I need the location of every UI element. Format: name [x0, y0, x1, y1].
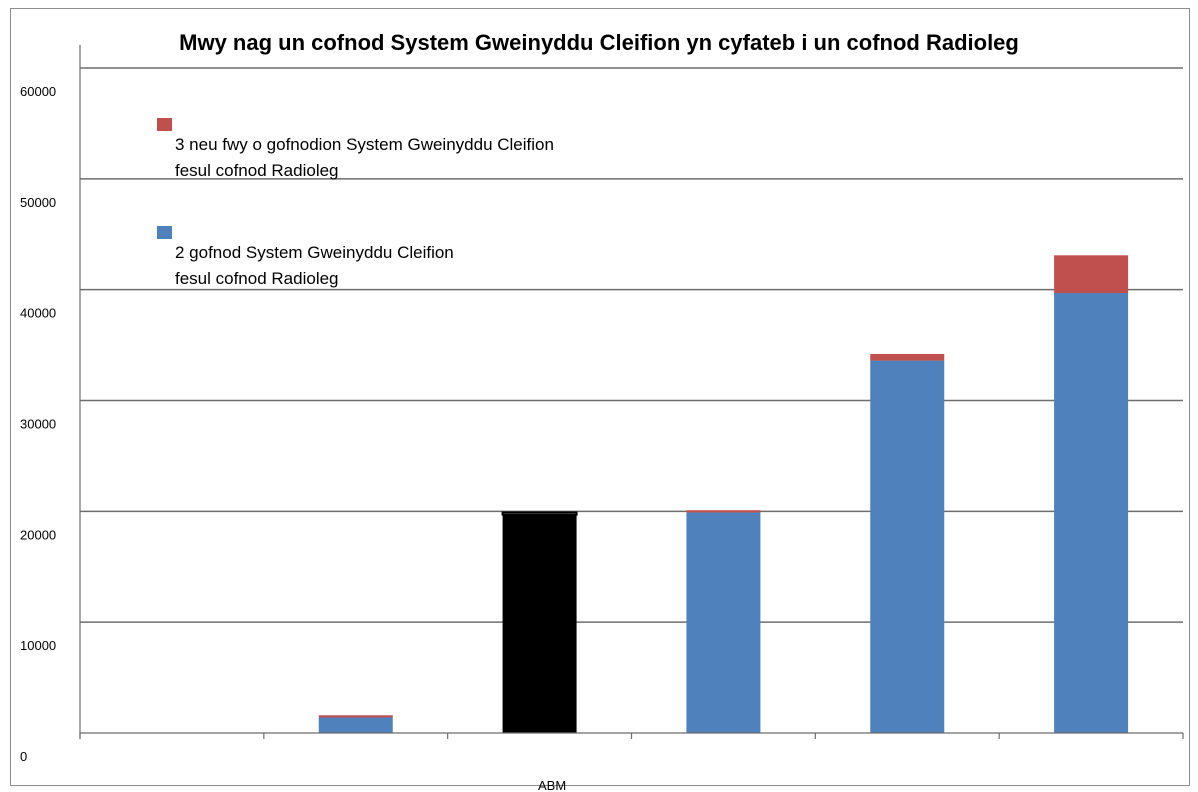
legend-label-2-line2: fesul cofnod Radioleg: [175, 161, 339, 180]
legend-label-1-line2: fesul cofnod Radioleg: [175, 269, 339, 288]
y-tick-label-50000: 50000: [20, 195, 56, 210]
bar-series1-cat6: [1054, 292, 1129, 733]
chart-frame: [10, 8, 1190, 786]
y-tick-label-60000: 60000: [20, 84, 56, 99]
y-tick-label-20000: 20000: [20, 527, 56, 542]
y-tick-label-0: 0: [20, 749, 27, 764]
bar-series1-cat4: [686, 512, 761, 733]
legend-label-1-line1: 2 gofnod System Gweinyddu Cleifion: [175, 243, 454, 262]
y-tick-label-10000: 10000: [20, 638, 56, 653]
bar-series1-cat5: [870, 360, 945, 733]
bar-series2-cat6: [1054, 255, 1129, 293]
bar-series2-cat2: [318, 715, 393, 718]
bar-series2-cat5: [870, 353, 945, 361]
y-tick-label-30000: 30000: [20, 417, 56, 432]
axes: 0 10000 20000 30000 40000 50000 60000 ABM: [20, 45, 1184, 792]
legend: 3 neu fwy o gofnodion System Gweinyddu C…: [157, 118, 554, 288]
bar-series2-cat3: [501, 511, 578, 516]
legend-swatch-2: [157, 118, 172, 131]
bar-series1-cat3: [502, 514, 577, 733]
bar-series1-cat2: [318, 717, 393, 733]
bars: [318, 255, 1129, 733]
y-tick-label-40000: 40000: [20, 306, 56, 321]
legend-label-2-line1: 3 neu fwy o gofnodion System Gweinyddu C…: [175, 135, 554, 154]
bar-series2-cat4: [686, 510, 761, 513]
chart-title: Mwy nag un cofnod System Gweinyddu Cleif…: [179, 30, 1019, 55]
x-axis-caption: ABM: [538, 778, 566, 792]
gridlines: [80, 67, 1183, 623]
legend-swatch-1: [157, 226, 172, 239]
